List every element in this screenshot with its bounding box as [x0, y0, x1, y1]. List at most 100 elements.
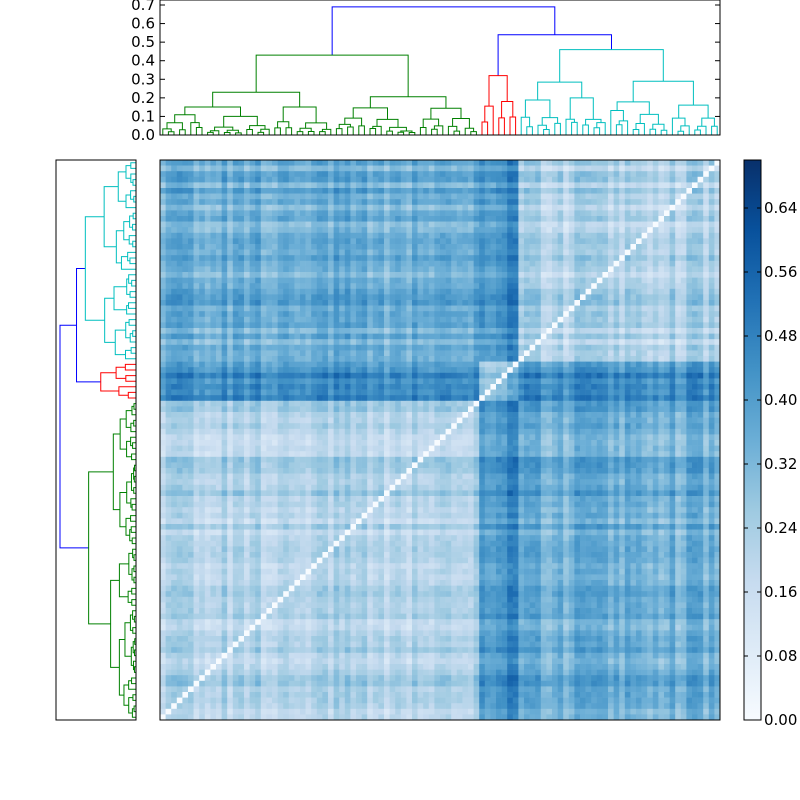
heatmap-cell [322, 333, 329, 340]
heatmap-cell [591, 395, 598, 402]
heatmap-cell [423, 395, 430, 402]
heatmap-cell [288, 333, 295, 340]
heatmap-cell [552, 188, 558, 194]
heatmap-cell [602, 165, 609, 172]
heatmap-cell [204, 193, 211, 200]
heatmap-cell [182, 244, 189, 250]
heatmap-cell [451, 176, 458, 183]
heatmap-cell [288, 182, 295, 189]
heatmap-cell [563, 361, 570, 368]
heatmap-cell [585, 193, 592, 200]
heatmap-cell [546, 283, 553, 290]
heatmap-cell [193, 305, 200, 312]
heatmap-cell [316, 372, 323, 379]
heatmap-cell [563, 171, 570, 178]
heatmap-cell [580, 255, 586, 262]
heatmap-cell [188, 199, 194, 206]
heatmap-cell [350, 294, 357, 301]
heatmap-cell [484, 395, 491, 402]
heatmap-cell [361, 227, 368, 234]
heatmap-cell [490, 384, 497, 390]
heatmap-cell [378, 221, 385, 228]
heatmap-cell [479, 283, 486, 290]
heatmap-cell [188, 305, 194, 312]
heatmap-cell [658, 188, 665, 194]
heatmap-cell [451, 311, 458, 318]
dendrogram-link [235, 132, 242, 135]
heatmap-cell [714, 288, 721, 295]
heatmap-cell [232, 333, 239, 340]
dendrogram-link [671, 117, 686, 135]
heatmap-cell [316, 311, 323, 318]
heatmap-cell [378, 395, 385, 402]
heatmap-cell [356, 311, 362, 318]
heatmap-cell [300, 294, 306, 301]
heatmap-cell [473, 384, 480, 390]
heatmap-cell [356, 294, 362, 301]
heatmap-cell [624, 395, 631, 402]
heatmap-cell [216, 193, 222, 200]
heatmap-cell [266, 277, 273, 284]
heatmap-cell [428, 412, 435, 418]
heatmap-cell [484, 165, 491, 172]
heatmap-cell [692, 316, 698, 323]
heatmap-cell [669, 249, 676, 256]
heatmap-cell [350, 244, 357, 250]
heatmap-cell [288, 188, 295, 194]
heatmap-cell [658, 328, 665, 334]
heatmap-cell [255, 378, 262, 385]
dendrogram-link [129, 291, 136, 298]
heatmap-cell [160, 305, 166, 312]
heatmap-cell [479, 412, 486, 418]
heatmap-cell [238, 227, 245, 234]
heatmap-cell [652, 210, 659, 217]
heatmap-cell [171, 389, 178, 396]
heatmap-cell [624, 255, 631, 262]
heatmap-cell [445, 333, 452, 340]
heatmap-cell [232, 378, 239, 385]
heatmap-cell [445, 176, 452, 183]
heatmap-cell [434, 182, 441, 189]
heatmap-cell [669, 395, 676, 402]
heatmap-cell [445, 182, 452, 189]
heatmap-cell [350, 356, 357, 362]
heatmap-cell [333, 361, 340, 368]
heatmap-cell [529, 305, 536, 312]
heatmap-cell [260, 160, 267, 166]
heatmap-cell [277, 328, 284, 334]
heatmap-cell [608, 294, 614, 301]
heatmap-cell [636, 165, 642, 172]
heatmap-cell [417, 255, 424, 262]
heatmap-cell [288, 283, 295, 290]
heatmap-cell [300, 305, 306, 312]
heatmap-cell [165, 188, 172, 194]
heatmap-cell [613, 260, 620, 267]
heatmap-cell [445, 300, 452, 306]
heatmap-cell [288, 389, 295, 396]
heatmap-cell [300, 216, 306, 222]
heatmap-cell [356, 356, 362, 362]
heatmap-cell [171, 266, 178, 273]
heatmap-cell [568, 322, 575, 329]
heatmap-cell [400, 300, 407, 306]
heatmap-cell [524, 165, 530, 172]
heatmap-cell [535, 322, 542, 329]
heatmap-cell [596, 356, 603, 362]
heatmap-cell [608, 249, 614, 256]
heatmap-cell [428, 417, 435, 424]
heatmap-cell [658, 305, 665, 312]
heatmap-cell [412, 406, 418, 413]
heatmap-cell [619, 182, 626, 189]
heatmap-cell [636, 188, 642, 194]
heatmap-cell [417, 182, 424, 189]
heatmap-cell [232, 356, 239, 362]
heatmap-cell [389, 305, 396, 312]
heatmap-cell [591, 322, 598, 329]
heatmap-cell [221, 350, 228, 357]
heatmap-cell [210, 227, 217, 234]
heatmap-cell [535, 367, 542, 374]
heatmap-cell [680, 232, 687, 239]
heatmap-cell [445, 423, 452, 430]
heatmap-cell [445, 350, 452, 357]
heatmap-cell [428, 249, 435, 256]
